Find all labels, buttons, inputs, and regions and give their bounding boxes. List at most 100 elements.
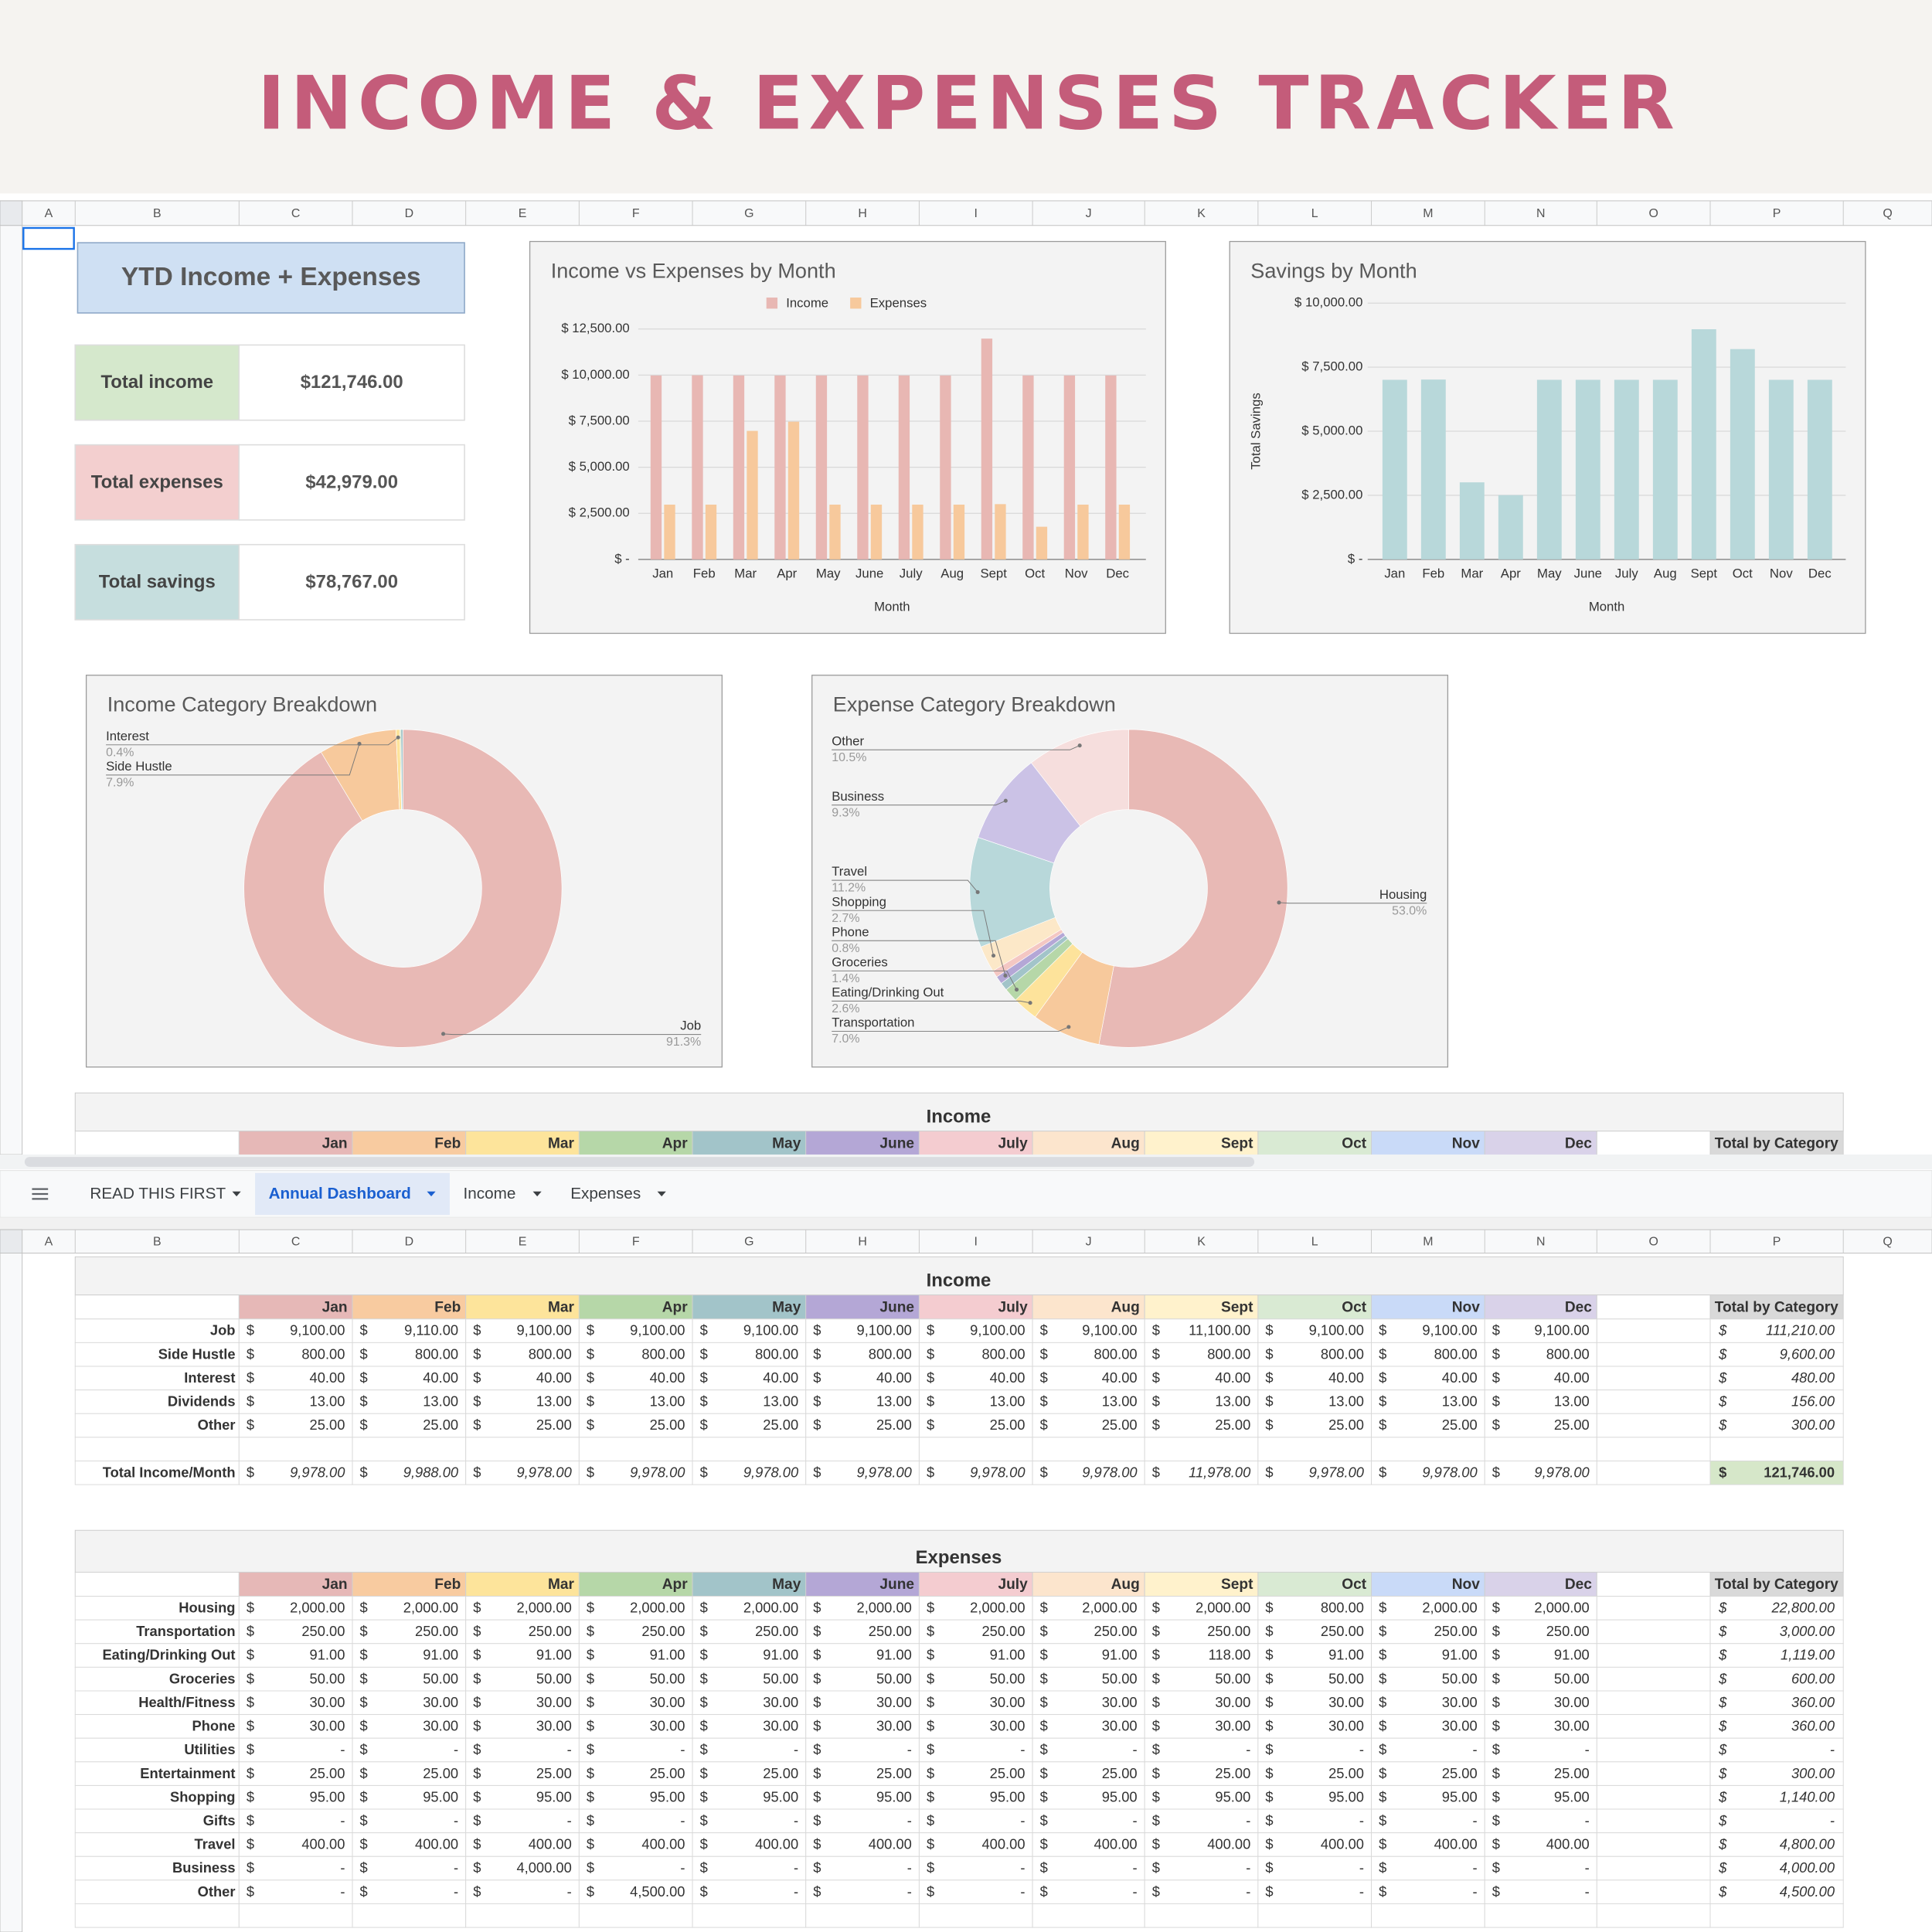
- currency-sign: $: [360, 1647, 368, 1663]
- table-cell: [1257, 1460, 1372, 1485]
- column-label: Q: [1883, 1235, 1892, 1248]
- column-label: N: [1536, 1235, 1546, 1248]
- x-tick-label: July: [1615, 566, 1638, 580]
- sheet-tab[interactable]: Annual Dashboard: [269, 1185, 411, 1202]
- cell-value: 4,500.00: [630, 1883, 685, 1900]
- table-cell: [1484, 1879, 1597, 1904]
- leader-line: [443, 1033, 702, 1036]
- currency-sign: $: [1152, 1883, 1160, 1900]
- cell-value: 13.00: [310, 1393, 345, 1410]
- currency-sign: $: [1492, 1670, 1500, 1686]
- table-cell: [1257, 1761, 1372, 1786]
- chart-box: [529, 240, 1166, 634]
- table-cell: [1484, 1855, 1597, 1881]
- cell-value: 13.00: [876, 1393, 912, 1410]
- table-header-cell: [74, 1131, 240, 1156]
- currency-sign: $: [700, 1345, 708, 1362]
- table-cell: [1484, 1903, 1597, 1928]
- currency-sign: $: [587, 1812, 594, 1828]
- cell-value: 2,000.00: [1534, 1599, 1589, 1615]
- month-header: Feb: [434, 1135, 461, 1151]
- currency-sign: $: [1379, 1623, 1386, 1639]
- cell-value: 250.00: [1094, 1623, 1138, 1639]
- x-tick-label: Dec: [1106, 566, 1129, 580]
- currency-sign: $: [473, 1417, 481, 1433]
- bar: [1105, 375, 1117, 560]
- cell-value: 9,100.00: [970, 1322, 1025, 1338]
- chart-title: Income vs Expenses by Month: [551, 259, 836, 283]
- table-cell: [1257, 1903, 1372, 1928]
- cell-value: 13.00: [1102, 1393, 1138, 1410]
- table-cell: [805, 1784, 920, 1810]
- currency-sign: $: [1492, 1647, 1500, 1663]
- currency-sign: $: [587, 1464, 594, 1480]
- table-cell: [918, 1737, 1033, 1763]
- cell-value: -: [1585, 1812, 1590, 1828]
- leader-line: [832, 879, 978, 893]
- leader-line: [832, 800, 1006, 806]
- cell-value: 13.00: [1554, 1393, 1590, 1410]
- category-total: -: [1830, 1812, 1835, 1828]
- slice-label: Housing: [1379, 887, 1427, 902]
- table-cell: [918, 1808, 1033, 1834]
- month-header: Nov: [1452, 1577, 1480, 1593]
- table-cell: [1484, 1690, 1597, 1716]
- cell-value: 800.00: [415, 1345, 458, 1362]
- table-cell: [352, 1761, 467, 1786]
- y-axis-title: Total Savings: [1249, 393, 1264, 470]
- table-cell: [238, 1879, 353, 1904]
- currency-sign: $: [1152, 1345, 1160, 1362]
- column-label: G: [744, 1235, 753, 1248]
- cell-value: 30.00: [536, 1718, 572, 1734]
- table-cell: [578, 1855, 693, 1881]
- tab-dropdown-arrow[interactable]: [427, 1191, 436, 1197]
- sheet-tab[interactable]: Expenses: [570, 1185, 641, 1202]
- tab-dropdown-arrow[interactable]: [532, 1191, 542, 1197]
- tab-dropdown-arrow[interactable]: [232, 1191, 241, 1197]
- column-label: K: [1197, 207, 1206, 220]
- cell-value: 9,988.00: [403, 1464, 459, 1480]
- cell-value: 800.00: [981, 1345, 1025, 1362]
- sheet-tab[interactable]: READ THIS FIRST: [90, 1185, 226, 1202]
- x-tick-label: June: [855, 566, 883, 580]
- table-cell: [578, 1737, 693, 1763]
- chart-title: Income Category Breakdown: [107, 692, 377, 716]
- sheet-tab[interactable]: Income: [463, 1185, 515, 1202]
- table-cell: [352, 1784, 467, 1810]
- currency-sign: $: [587, 1417, 594, 1433]
- row-label: Transportation: [136, 1623, 235, 1639]
- cell-value: 250.00: [755, 1623, 798, 1639]
- row-label: Utilities: [184, 1741, 235, 1757]
- cell-value: 9,100.00: [743, 1322, 798, 1338]
- cell-value: -: [794, 1859, 798, 1876]
- tab-dropdown-arrow[interactable]: [657, 1191, 666, 1197]
- currency-sign: $: [700, 1859, 708, 1876]
- table-cell: [238, 1643, 353, 1668]
- currency-sign: $: [1152, 1464, 1160, 1480]
- month-header: July: [998, 1299, 1028, 1315]
- summary-value-cell: [238, 543, 465, 621]
- cell-value: 25.00: [423, 1417, 458, 1433]
- table-header-cell: [352, 1294, 467, 1320]
- month-header: Sept: [1221, 1299, 1253, 1315]
- x-axis-title: Month: [1589, 599, 1625, 614]
- month-header: May: [772, 1577, 801, 1593]
- cell-value: -: [340, 1859, 345, 1876]
- table-header-cell: [692, 1571, 807, 1597]
- table-cell: [1709, 1832, 1844, 1857]
- currency-sign: $: [1265, 1694, 1273, 1710]
- x-tick-label: Apr: [777, 566, 797, 580]
- y-tick-label: $ 7,500.00: [569, 413, 630, 427]
- table-cell: [238, 1855, 353, 1881]
- cell-value: 25.00: [1102, 1765, 1138, 1781]
- summary-value: $78,767.00: [305, 571, 398, 592]
- cell-value: 9,100.00: [1309, 1322, 1364, 1338]
- currency-sign: $: [1718, 1859, 1727, 1876]
- table-cell: [465, 1690, 580, 1716]
- table-header-cell: [918, 1571, 1033, 1597]
- currency-sign: $: [1152, 1599, 1160, 1615]
- currency-sign: $: [1379, 1599, 1386, 1615]
- currency-sign: $: [1718, 1417, 1727, 1433]
- table-cell: [1144, 1596, 1259, 1621]
- table-cell: [1032, 1366, 1145, 1391]
